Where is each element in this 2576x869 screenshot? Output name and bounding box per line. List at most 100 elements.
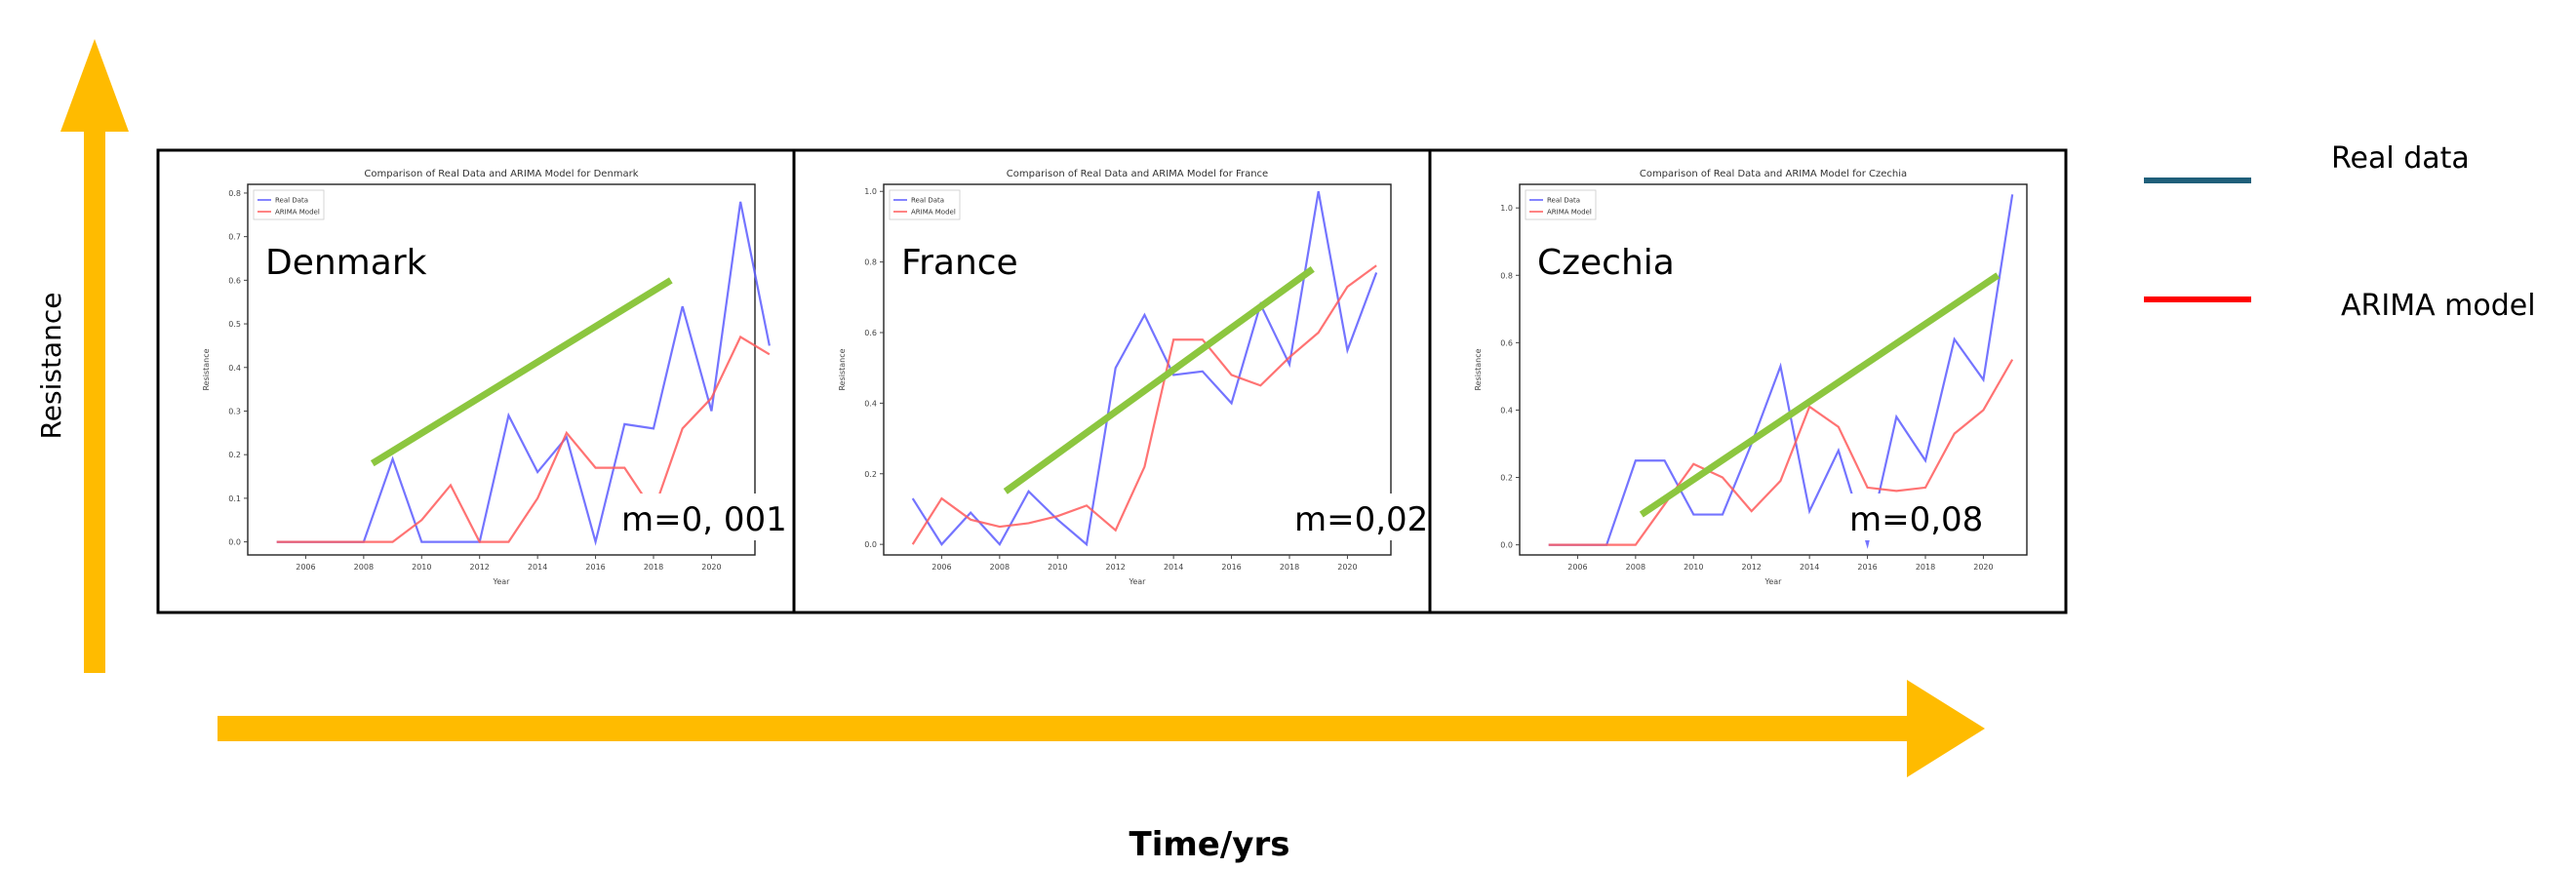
y-tick-label: 0.2 [228,451,241,459]
x-tick-label: 2018 [1916,563,1935,572]
inner-legend: Real Data ARIMA Model [889,189,961,220]
trend-line [1003,266,1315,494]
plot-area: Comparison of Real Data and ARIMA Model … [1474,169,2028,586]
legend-arima-label: ARIMA model [2341,289,2536,323]
x-tick-label: 2020 [701,563,721,572]
plot-frame [883,183,1392,556]
y-tick-label: 1.0 [864,187,877,196]
trend-line [370,277,673,467]
chart-panel-france: Comparison of Real Data and ARIMA Model … [792,148,1432,614]
y-tick-label: 0.4 [1500,406,1513,415]
y-tick-label: 0.4 [228,364,241,373]
x-tick-label: 2006 [296,563,315,572]
inner-legend-label: Real Data [1547,197,1580,205]
x-axis-label: Year [493,577,511,586]
x-tick-label: 2012 [1106,563,1126,572]
inner-legend-label: ARIMA Model [911,209,956,217]
x-tick-label: 2010 [1048,563,1067,572]
trend-line [1639,272,2001,518]
y-tick-label: 0.2 [864,470,877,479]
x-axis-title: Time/yrs [1129,825,1290,864]
y-tick-label: 0.8 [1500,271,1513,280]
x-tick-label: 2014 [1800,563,1819,572]
inner-legend: Real Data ARIMA Model [253,189,325,220]
plot-frame [247,183,756,556]
y-axis-arrow-shaft [84,117,105,673]
slope-label-background [1844,494,1965,540]
x-tick-label: 2006 [1567,563,1587,572]
x-tick-label: 2018 [644,563,663,572]
y-tick-label: 0.0 [864,540,877,549]
inner-legend-label: ARIMA Model [275,209,320,217]
legend-real-label: Real data [2331,141,2470,176]
y-tick-label: 0.0 [228,538,241,547]
y-axis-label: Resistance [1474,348,1483,390]
inner-legend-label: Real Data [911,197,944,205]
y-tick-label: 0.3 [228,407,241,415]
x-tick-label: 2014 [1164,563,1183,572]
x-tick-label: 2006 [931,563,951,572]
x-axis-arrowhead [1907,680,1985,777]
real-data-line [1548,194,2014,549]
slope-label: m=0,08 [1849,500,1983,539]
x-tick-label: 2008 [354,563,374,572]
inner-legend-box [1525,189,1597,220]
inner-legend: Real Data ARIMA Model [1525,189,1597,220]
y-tick-label: 0.4 [864,399,877,408]
y-axis-label: Resistance [838,348,847,390]
x-tick-label: 2008 [990,563,1010,572]
inner-legend-box [889,189,961,220]
arima-model-line [1548,359,2014,546]
slope-label: m=0, 001 [621,500,787,539]
x-tick-label: 2010 [412,563,431,572]
y-tick-label: 0.1 [228,494,241,503]
y-tick-label: 0.0 [1500,541,1513,550]
chart-title: Comparison of Real Data and ARIMA Model … [364,169,638,179]
y-axis-arrowhead [60,39,129,132]
x-axis-arrow-shaft [218,716,1924,741]
slope-label-background [1289,494,1410,540]
arima-model-line [276,335,771,543]
chart-panels: Comparison of Real Data and ARIMA Model … [156,148,2068,614]
inner-legend-box [253,189,325,220]
y-tick-label: 0.8 [864,258,877,267]
figure-legend: Real data ARIMA model [2144,141,2536,323]
real-data-line [911,191,1378,547]
y-axis-title: Resistance [35,293,67,440]
chart-panel-denmark: Comparison of Real Data and ARIMA Model … [156,148,796,614]
y-axis-arrow [60,39,129,673]
x-axis-label: Year [1129,577,1147,586]
chart-title: Comparison of Real Data and ARIMA Model … [1640,169,1907,179]
country-label: France [901,243,1018,283]
slope-label-background [616,494,774,540]
country-label: Denmark [265,243,427,283]
plot-frame [1519,183,2028,556]
x-tick-label: 2018 [1280,563,1299,572]
x-tick-label: 2020 [1973,563,1993,572]
chart-panel-czechia: Comparison of Real Data and ARIMA Model … [1428,148,2068,614]
y-tick-label: 0.8 [228,189,241,198]
x-tick-label: 2014 [528,563,547,572]
x-axis-label: Year [1764,577,1783,586]
y-tick-label: 0.5 [228,320,241,329]
y-tick-label: 0.6 [228,276,241,285]
inner-legend-label: Real Data [275,197,308,205]
country-label: Czechia [1537,243,1675,283]
y-tick-label: 0.6 [1500,338,1513,347]
chart-title: Comparison of Real Data and ARIMA Model … [1007,169,1268,179]
x-tick-label: 2016 [1221,563,1241,572]
x-tick-label: 2016 [585,563,605,572]
x-tick-label: 2012 [1742,563,1762,572]
arima-model-line [911,264,1377,545]
inner-legend-label: ARIMA Model [1547,209,1592,217]
x-axis-arrow [218,680,1985,777]
x-tick-label: 2012 [470,563,490,572]
plot-area: Comparison of Real Data and ARIMA Model … [202,169,787,586]
x-tick-label: 2010 [1684,563,1703,572]
y-tick-label: 0.2 [1500,474,1513,483]
x-tick-label: 2008 [1626,563,1645,572]
y-tick-label: 0.7 [228,233,241,242]
slope-label: m=0,02 [1294,500,1428,539]
y-tick-label: 1.0 [1500,204,1513,213]
